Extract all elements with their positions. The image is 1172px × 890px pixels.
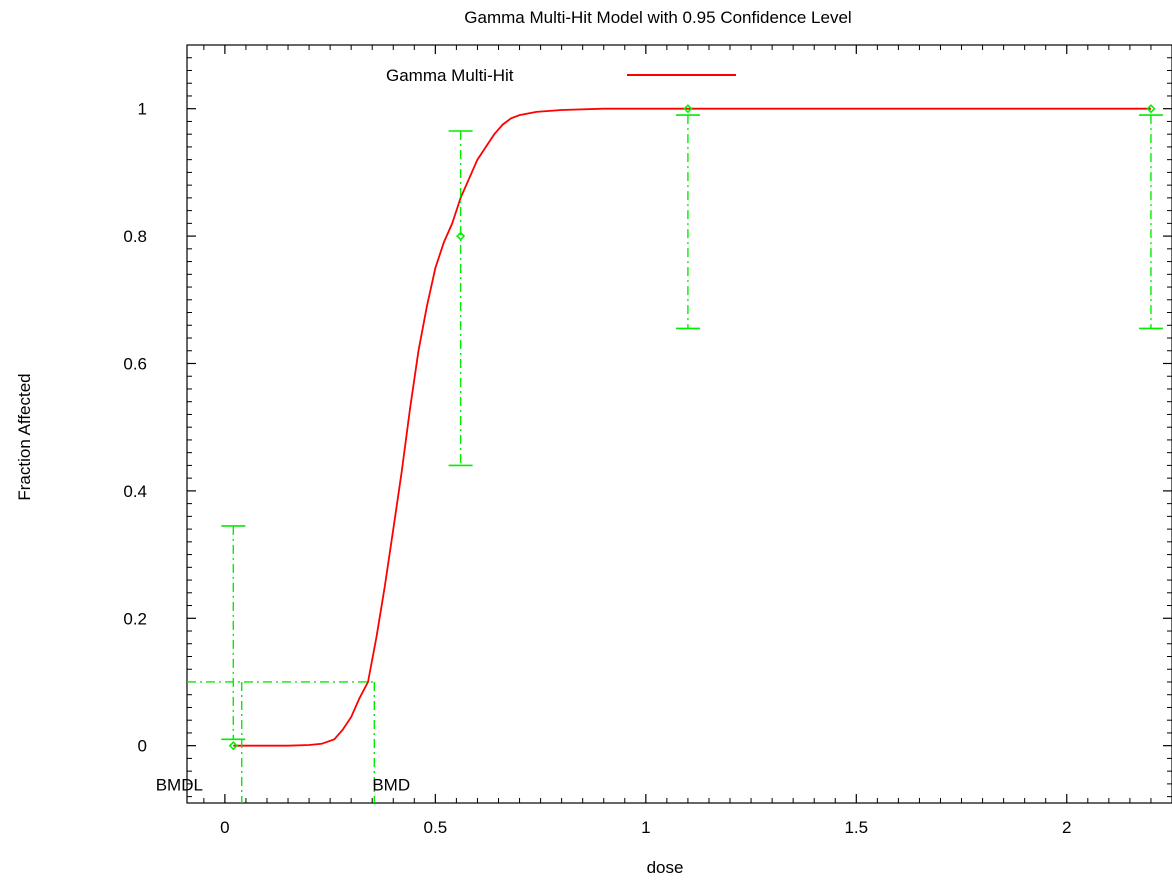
chart-title: Gamma Multi-Hit Model with 0.95 Confiden… xyxy=(464,8,851,27)
x-tick-label: 1 xyxy=(641,818,650,837)
y-tick-label: 1 xyxy=(138,100,147,119)
y-tick-label: 0.8 xyxy=(123,227,147,246)
fit-curve-line xyxy=(233,107,1151,747)
y-axis-label: Fraction Affected xyxy=(15,373,34,500)
legend-label: Gamma Multi-Hit xyxy=(386,66,514,85)
y-tick-label: 0.6 xyxy=(123,354,147,373)
data-point xyxy=(1146,104,1156,114)
y-tick-label: 0.4 xyxy=(123,482,147,501)
x-axis-label: dose xyxy=(647,858,684,877)
x-tick-label: 0.5 xyxy=(424,818,448,837)
data-point xyxy=(683,104,693,114)
x-tick-label: 1.5 xyxy=(844,818,868,837)
x-tick-label: 0 xyxy=(220,818,229,837)
y-tick-label: 0 xyxy=(138,737,147,756)
data-point xyxy=(228,741,238,751)
bmdl-annotation: BMDL xyxy=(156,775,203,794)
legend: Gamma Multi-Hit xyxy=(386,66,736,85)
plot-frame xyxy=(186,44,1172,804)
data-point xyxy=(456,231,466,241)
plot-area: 0 0.5 1 1.5 2 0 0.2 0.4 0.6 0.8 1 BMDL BMD xyxy=(123,44,1172,837)
bmd-annotation: BMD xyxy=(372,775,410,794)
y-tick-label: 0.2 xyxy=(123,609,147,628)
x-tick-label: 2 xyxy=(1062,818,1071,837)
